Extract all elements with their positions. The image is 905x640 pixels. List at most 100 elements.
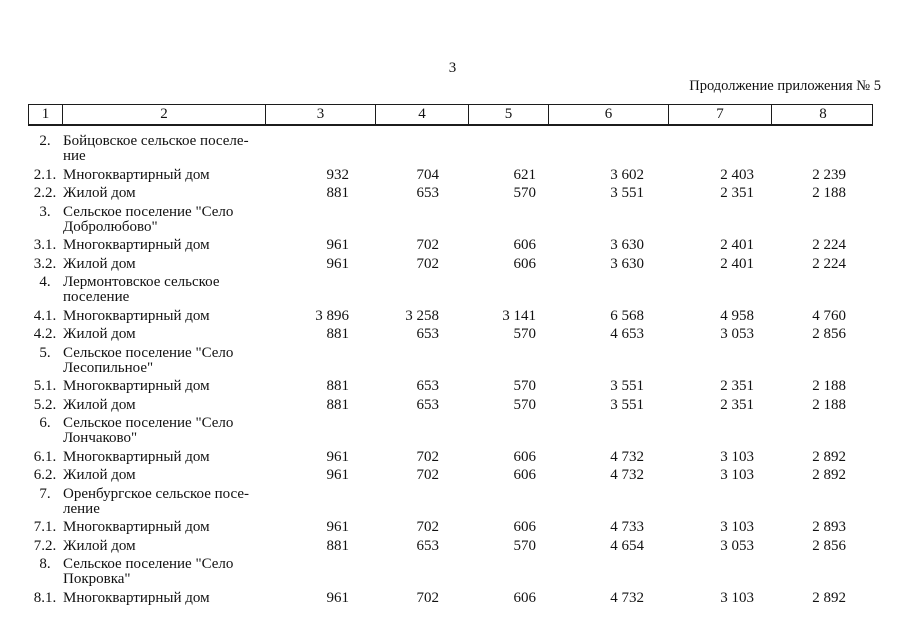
table-row: 2.2. Жилой дом 881 653 570 3 551 2 351 2… (28, 186, 873, 201)
table-row: 5.2. Жилой дом 881 653 570 3 551 2 351 2… (28, 396, 873, 413)
row-number: 8.1. (33, 589, 57, 606)
cell-value: 621 (513, 166, 537, 183)
row-number: 6.2. (33, 467, 57, 483)
cell-value: 653 (416, 326, 440, 342)
cell-value: 961 (326, 448, 350, 465)
table-row: 5.1. Многоквартирный дом 881 653 570 3 5… (28, 379, 873, 394)
page-number: 3 (448, 60, 457, 76)
cell-value: 2 401 (720, 255, 754, 272)
row-name: Жилой дом (63, 467, 136, 483)
table-row: 3.2. Жилой дом 961 702 606 3 630 2 401 2… (28, 255, 873, 272)
row-number: 8. (39, 556, 51, 572)
cell-value: 3 258 (405, 307, 439, 324)
cell-value: 4 653 (610, 326, 644, 342)
cell-value: 2 401 (720, 237, 754, 253)
cell-value: 961 (326, 467, 350, 483)
cell-value: 3 053 (720, 326, 754, 342)
table-row-group: 3. Сельское поселение "Село Добролюбово" (28, 203, 873, 235)
table-row: 7.2. Жилой дом 881 653 570 4 654 3 053 2… (28, 537, 873, 554)
row-number: 3.1. (33, 237, 57, 253)
continuation-label: Продолжение приложения № 5 (689, 78, 881, 94)
row-name: Многоквартирный дом (63, 237, 210, 253)
row-name: Многоквартирный дом (63, 378, 210, 394)
cell-value: 932 (326, 166, 350, 183)
cell-value: 2 224 (812, 237, 846, 253)
cell-value: 2 351 (720, 396, 754, 413)
row-name: Жилой дом (63, 396, 136, 413)
cell-value: 3 103 (720, 519, 754, 535)
cell-value: 3 103 (720, 589, 754, 606)
row-number: 3.2. (33, 255, 57, 272)
cell-value: 2 351 (720, 378, 754, 394)
cell-value: 3 551 (610, 396, 644, 413)
row-name: Сельское поселение "Село Лесопильное" (63, 344, 234, 376)
cell-value: 2 856 (812, 537, 846, 554)
cell-value: 961 (326, 255, 350, 272)
row-name: Многоквартирный дом (63, 307, 210, 324)
cell-value: 3 630 (610, 237, 644, 253)
cell-value: 2 892 (812, 448, 846, 465)
cell-value: 702 (416, 237, 440, 253)
cell-value: 2 351 (720, 185, 754, 201)
table-row: 4.1. Многоквартирный дом 3 896 3 258 3 1… (28, 307, 873, 324)
column-header: 7 (669, 105, 772, 124)
row-name: Многоквартирный дом (63, 166, 210, 183)
cell-value: 961 (326, 589, 350, 606)
cell-value: 4 958 (720, 307, 754, 324)
cell-value: 3 630 (610, 255, 644, 272)
cell-value: 4 732 (610, 448, 644, 465)
row-number: 5.2. (33, 396, 57, 413)
cell-value: 606 (513, 467, 537, 483)
column-header: 8 (819, 106, 827, 122)
cell-value: 2 892 (812, 589, 846, 606)
table-row: 7.1. Многоквартирный дом 961 702 606 4 7… (28, 520, 873, 535)
cell-value: 570 (513, 185, 537, 201)
cell-value: 4 733 (610, 519, 644, 535)
row-number: 7. (39, 485, 51, 502)
cell-value: 606 (513, 448, 537, 465)
table-row-group: 8. Сельское поселение "Село Покровка" (28, 557, 873, 587)
table-row: 3.1. Многоквартирный дом 961 702 606 3 6… (28, 238, 873, 253)
cell-value: 653 (416, 396, 440, 413)
cell-value: 3 602 (610, 166, 644, 183)
cell-value: 881 (326, 396, 350, 413)
table-row: 8.1. Многоквартирный дом 961 702 606 4 7… (28, 589, 873, 606)
cell-value: 570 (513, 378, 537, 394)
cell-value: 606 (513, 255, 537, 272)
row-name: Жилой дом (63, 326, 136, 342)
table-row-group: 7. Оренбургское сельское посе- ление (28, 485, 873, 517)
row-name: Лермонтовское сельское поселение (63, 274, 220, 305)
cell-value: 653 (416, 537, 440, 554)
cell-value: 4 654 (610, 537, 644, 554)
cell-value: 702 (416, 589, 440, 606)
cell-value: 2 188 (812, 185, 846, 201)
cell-value: 2 239 (812, 166, 846, 183)
row-name: Сельское поселение "Село Лончаково" (63, 415, 234, 446)
cell-value: 570 (513, 537, 537, 554)
cell-value: 3 103 (720, 448, 754, 465)
cell-value: 606 (513, 589, 537, 606)
cell-value: 702 (416, 519, 440, 535)
table-row: 4.2. Жилой дом 881 653 570 4 653 3 053 2… (28, 327, 873, 342)
row-name: Оренбургское сельское посе- ление (63, 485, 249, 517)
cell-value: 2 893 (812, 519, 846, 535)
cell-value: 2 188 (812, 396, 846, 413)
row-name: Многоквартирный дом (63, 519, 210, 535)
cell-value: 881 (326, 378, 350, 394)
column-header: 1 (29, 105, 63, 124)
cell-value: 702 (416, 467, 440, 483)
cell-value: 3 103 (720, 467, 754, 483)
table-row: 6.1. Многоквартирный дом 961 702 606 4 7… (28, 448, 873, 465)
row-name: Сельское поселение "Село Добролюбово" (63, 203, 234, 235)
cell-value: 3 053 (720, 537, 754, 554)
cell-value: 704 (416, 166, 440, 183)
row-number: 4.2. (33, 326, 57, 342)
row-name: Жилой дом (63, 185, 136, 201)
column-header: 2 (63, 105, 266, 124)
cell-value: 3 896 (315, 307, 349, 324)
cell-value: 3 141 (502, 307, 536, 324)
cell-value: 4 732 (610, 589, 644, 606)
row-name: Жилой дом (63, 537, 136, 554)
table-row: 2.1. Многоквартирный дом 932 704 621 3 6… (28, 166, 873, 183)
